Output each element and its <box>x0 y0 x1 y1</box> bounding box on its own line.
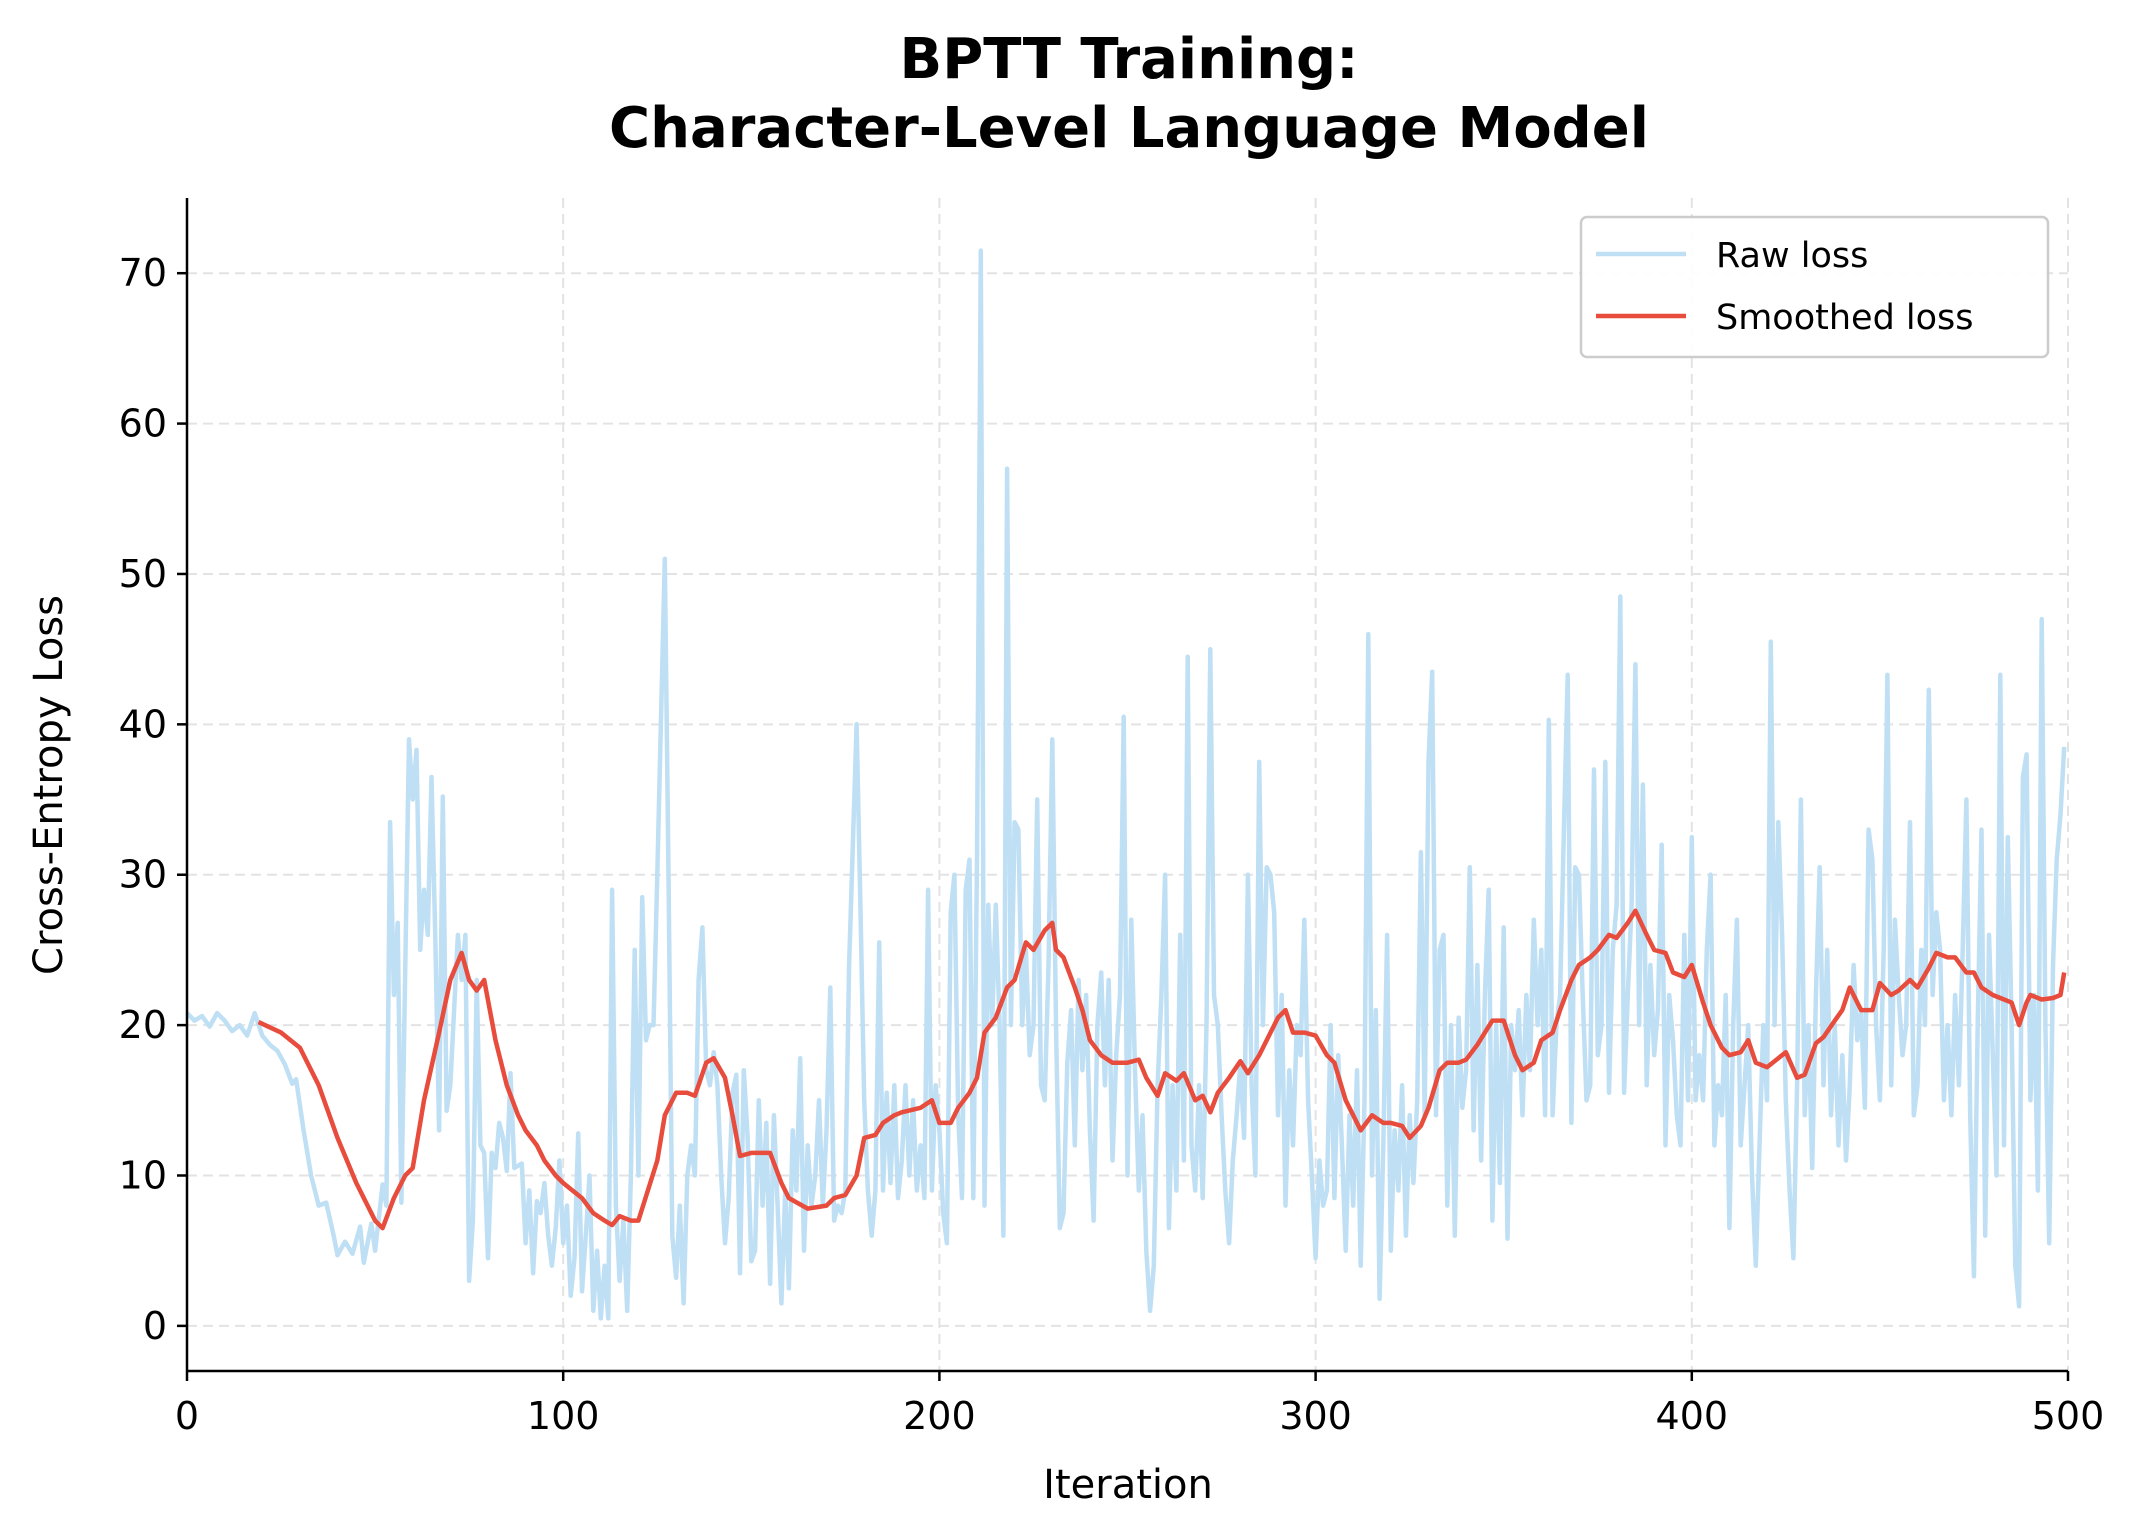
y-tick-label: 50 <box>119 552 167 596</box>
x-tick-label: 200 <box>903 1394 976 1438</box>
y-ticks: 0 10 20 30 40 50 60 70 <box>119 251 187 1348</box>
y-tick-label: 0 <box>143 1304 167 1348</box>
legend-label-smoothed: Smoothed loss <box>1716 298 1974 338</box>
y-tick-label: 30 <box>119 853 167 897</box>
x-tick-label: 100 <box>527 1394 600 1438</box>
smoothed-loss-line <box>257 908 2067 1231</box>
y-tick-label: 20 <box>119 1003 167 1047</box>
legend-frame <box>1579 215 2050 359</box>
y-tick-label: 10 <box>119 1154 167 1198</box>
y-tick-label: 40 <box>119 702 167 746</box>
legend: Raw loss Smoothed loss <box>1579 215 2050 359</box>
grid <box>186 198 2069 1371</box>
x-tick-label: 0 <box>175 1394 199 1438</box>
x-axis-label: Iteration <box>1043 1462 1213 1508</box>
chart-title-line-2: Character-Level Language Model <box>609 96 1649 161</box>
x-tick-label: 400 <box>1656 1394 1729 1438</box>
x-tick-label: 300 <box>1279 1394 1352 1438</box>
series-layer <box>185 248 2067 1321</box>
legend-label-raw: Raw loss <box>1716 236 1868 276</box>
x-ticks: 0 100 200 300 400 500 <box>175 1371 2104 1438</box>
y-tick-label: 60 <box>119 402 167 446</box>
x-tick-label: 500 <box>2032 1394 2105 1438</box>
y-axis-label: Cross-Entropy Loss <box>26 595 72 975</box>
y-tick-label: 70 <box>119 251 167 295</box>
raw-loss-line <box>185 248 2067 1321</box>
chart-title-line-1: BPTT Training: <box>900 27 1359 92</box>
